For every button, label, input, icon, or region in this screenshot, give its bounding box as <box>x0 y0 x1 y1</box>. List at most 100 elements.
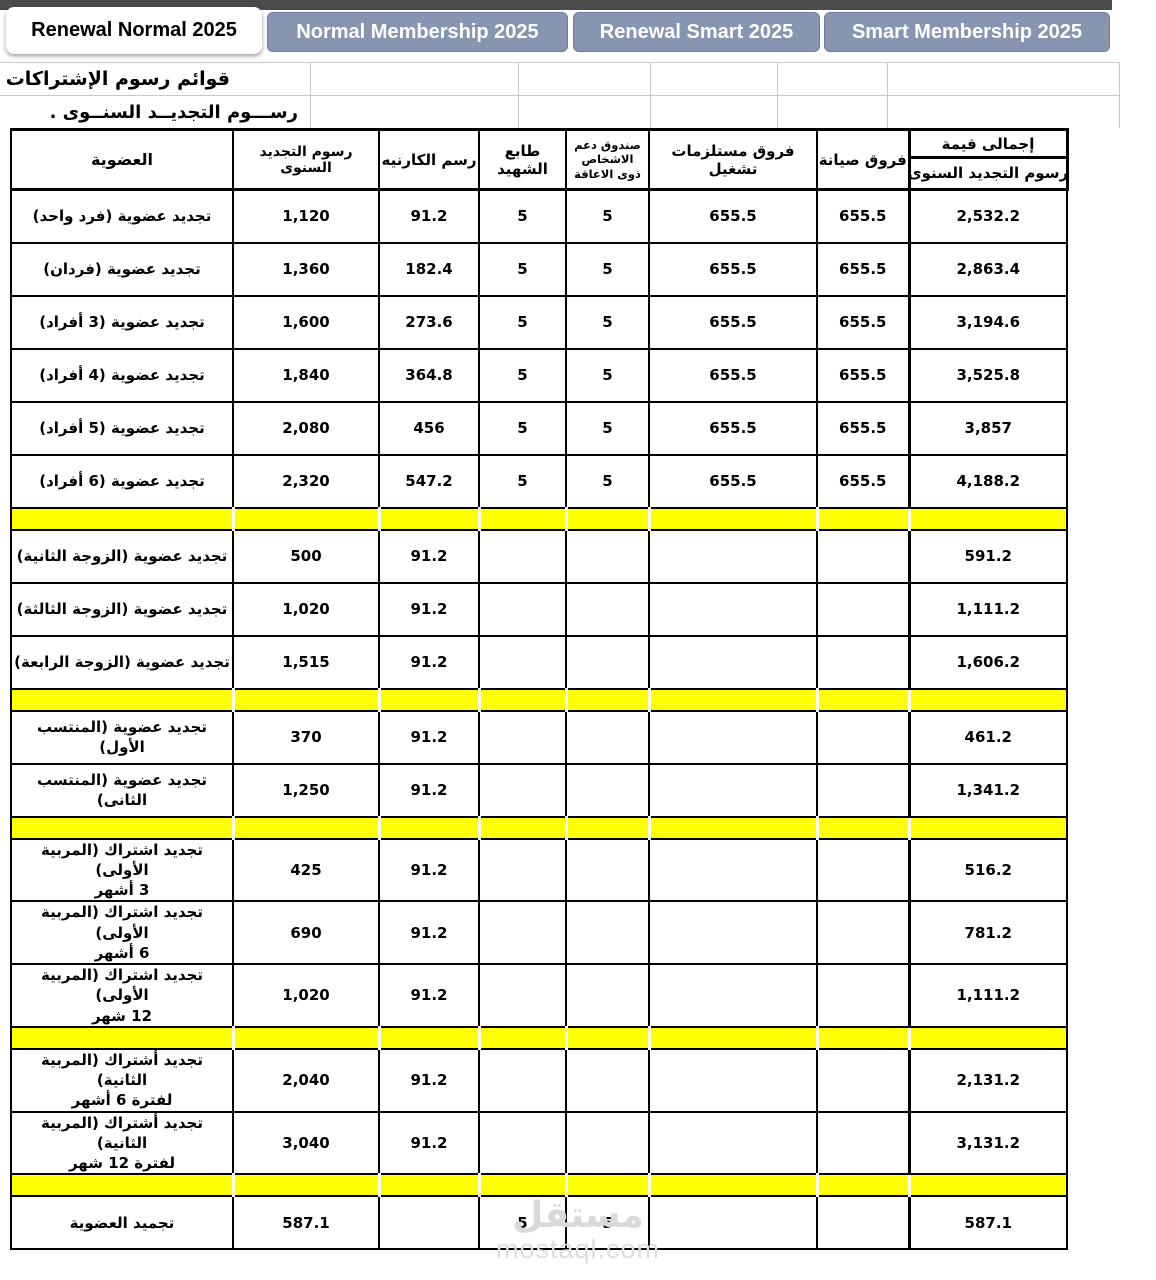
fee-value-cell[interactable] <box>648 1110 818 1176</box>
membership-label-cell[interactable]: تجديد أشتراك (المربية الثانية) لفترة 6 أش… <box>10 1047 234 1113</box>
fee-value-cell[interactable] <box>648 837 818 903</box>
tab-smart-membership-2025[interactable]: Smart Membership 2025 <box>824 12 1110 52</box>
fee-value-cell[interactable]: 5 <box>565 1195 650 1251</box>
fee-value-cell[interactable]: 5 <box>478 1195 567 1251</box>
fee-value-cell[interactable]: 781.2 <box>907 900 1068 965</box>
separator-cell[interactable] <box>10 1025 234 1050</box>
membership-label-cell[interactable]: تجديد عضوية (فردان) <box>10 241 234 297</box>
empty-cell[interactable] <box>650 95 777 128</box>
fee-value-cell[interactable]: 91.2 <box>378 963 480 1028</box>
fee-value-cell[interactable]: 587.1 <box>232 1195 380 1251</box>
fee-value-cell[interactable]: 1,840 <box>232 347 380 403</box>
fee-value-cell[interactable]: 364.8 <box>378 347 480 403</box>
fee-value-cell[interactable]: 3,857 <box>907 400 1068 456</box>
fee-value-cell[interactable] <box>565 709 650 765</box>
fee-value-cell[interactable]: 5 <box>478 188 567 244</box>
tab-renewal-smart-2025[interactable]: Renewal Smart 2025 <box>573 12 820 52</box>
header-martyr-stamp[interactable]: طابع الشهيد <box>478 128 567 191</box>
separator-cell[interactable] <box>907 1025 1068 1050</box>
fee-value-cell[interactable] <box>378 1195 480 1251</box>
fee-value-cell[interactable] <box>816 709 910 765</box>
fee-value-cell[interactable]: 655.5 <box>816 188 910 244</box>
empty-cell[interactable] <box>777 62 887 95</box>
fee-value-cell[interactable]: 655.5 <box>648 241 818 297</box>
header-card-fee[interactable]: رسم الكارنيه <box>378 128 480 191</box>
fee-value-cell[interactable]: 1,111.2 <box>907 581 1068 637</box>
separator-cell[interactable] <box>564 687 650 712</box>
fee-value-cell[interactable]: 655.5 <box>816 453 910 509</box>
fee-value-cell[interactable]: 5 <box>565 347 650 403</box>
fee-value-cell[interactable] <box>478 1047 567 1113</box>
fee-value-cell[interactable] <box>816 1110 910 1176</box>
separator-cell[interactable] <box>477 815 567 840</box>
fee-value-cell[interactable] <box>816 1047 910 1113</box>
fee-value-cell[interactable]: 3,194.6 <box>907 294 1068 350</box>
fee-value-cell[interactable] <box>816 837 910 903</box>
fee-value-cell[interactable]: 91.2 <box>378 709 480 765</box>
separator-cell[interactable] <box>231 1173 380 1198</box>
fee-value-cell[interactable] <box>816 1195 910 1251</box>
fee-value-cell[interactable]: 5 <box>565 400 650 456</box>
sheet-title-cell[interactable]: قوائم رسوم الإشتراكات <box>0 62 310 95</box>
separator-cell[interactable] <box>815 506 910 531</box>
fee-value-cell[interactable]: 1,020 <box>232 963 380 1028</box>
empty-cell[interactable] <box>887 95 1120 128</box>
separator-cell[interactable] <box>907 687 1068 712</box>
fee-value-cell[interactable]: 1,020 <box>232 581 380 637</box>
fee-value-cell[interactable] <box>565 837 650 903</box>
fee-value-cell[interactable]: 655.5 <box>816 400 910 456</box>
fee-value-cell[interactable]: 3,040 <box>232 1110 380 1176</box>
fee-value-cell[interactable]: 3,131.2 <box>907 1110 1068 1176</box>
fee-value-cell[interactable] <box>816 581 910 637</box>
fee-value-cell[interactable] <box>565 900 650 965</box>
fee-value-cell[interactable] <box>478 762 567 818</box>
fee-value-cell[interactable] <box>478 963 567 1028</box>
fee-value-cell[interactable]: 516.2 <box>907 837 1068 903</box>
fee-value-cell[interactable]: 91.2 <box>378 1110 480 1176</box>
separator-cell[interactable] <box>564 506 650 531</box>
fee-value-cell[interactable]: 655.5 <box>816 241 910 297</box>
fee-value-cell[interactable]: 2,040 <box>232 1047 380 1113</box>
header-disability-support-fund[interactable]: صندوق دعم الاشخاص ذوى الاعاقة <box>565 128 650 191</box>
membership-label-cell[interactable]: تجميد العضوية <box>10 1195 234 1251</box>
tab-normal-membership-2025[interactable]: Normal Membership 2025 <box>267 12 568 52</box>
separator-cell[interactable] <box>815 815 910 840</box>
fee-value-cell[interactable]: 5 <box>478 453 567 509</box>
fee-value-cell[interactable]: 2,532.2 <box>907 188 1068 244</box>
fee-value-cell[interactable]: 5 <box>478 347 567 403</box>
fee-value-cell[interactable] <box>648 581 818 637</box>
membership-label-cell[interactable]: تجديد عضوية (المنتسب الثانى) <box>10 762 234 818</box>
separator-cell[interactable] <box>377 687 480 712</box>
separator-cell[interactable] <box>377 815 480 840</box>
fee-value-cell[interactable]: 91.2 <box>378 634 480 690</box>
fee-value-cell[interactable]: 587.1 <box>907 1195 1068 1251</box>
separator-cell[interactable] <box>477 687 567 712</box>
fee-value-cell[interactable]: 1,341.2 <box>907 762 1068 818</box>
separator-cell[interactable] <box>647 687 818 712</box>
fee-value-cell[interactable]: 690 <box>232 900 380 965</box>
membership-label-cell[interactable]: تجديد اشتراك (المربية الأولى) 3 أشهر <box>10 837 234 903</box>
fee-value-cell[interactable]: 5 <box>565 294 650 350</box>
fee-value-cell[interactable]: 273.6 <box>378 294 480 350</box>
separator-cell[interactable] <box>564 815 650 840</box>
fee-value-cell[interactable] <box>478 900 567 965</box>
separator-cell[interactable] <box>377 1025 480 1050</box>
fee-value-cell[interactable] <box>478 528 567 584</box>
fee-value-cell[interactable]: 1,111.2 <box>907 963 1068 1028</box>
separator-cell[interactable] <box>231 506 380 531</box>
fee-value-cell[interactable] <box>478 837 567 903</box>
fee-value-cell[interactable]: 547.2 <box>378 453 480 509</box>
fee-value-cell[interactable] <box>565 1047 650 1113</box>
fee-value-cell[interactable]: 456 <box>378 400 480 456</box>
separator-cell[interactable] <box>564 1173 650 1198</box>
fee-value-cell[interactable]: 655.5 <box>648 453 818 509</box>
fee-value-cell[interactable]: 3,525.8 <box>907 347 1068 403</box>
empty-cell[interactable] <box>518 95 650 128</box>
fee-value-cell[interactable]: 182.4 <box>378 241 480 297</box>
fee-value-cell[interactable]: 1,120 <box>232 188 380 244</box>
fee-value-cell[interactable]: 1,600 <box>232 294 380 350</box>
fee-value-cell[interactable] <box>478 581 567 637</box>
membership-label-cell[interactable]: تجديد اشتراك (المربية الأولى) 6 أشهر <box>10 900 234 965</box>
fee-value-cell[interactable] <box>648 709 818 765</box>
fee-value-cell[interactable] <box>565 528 650 584</box>
